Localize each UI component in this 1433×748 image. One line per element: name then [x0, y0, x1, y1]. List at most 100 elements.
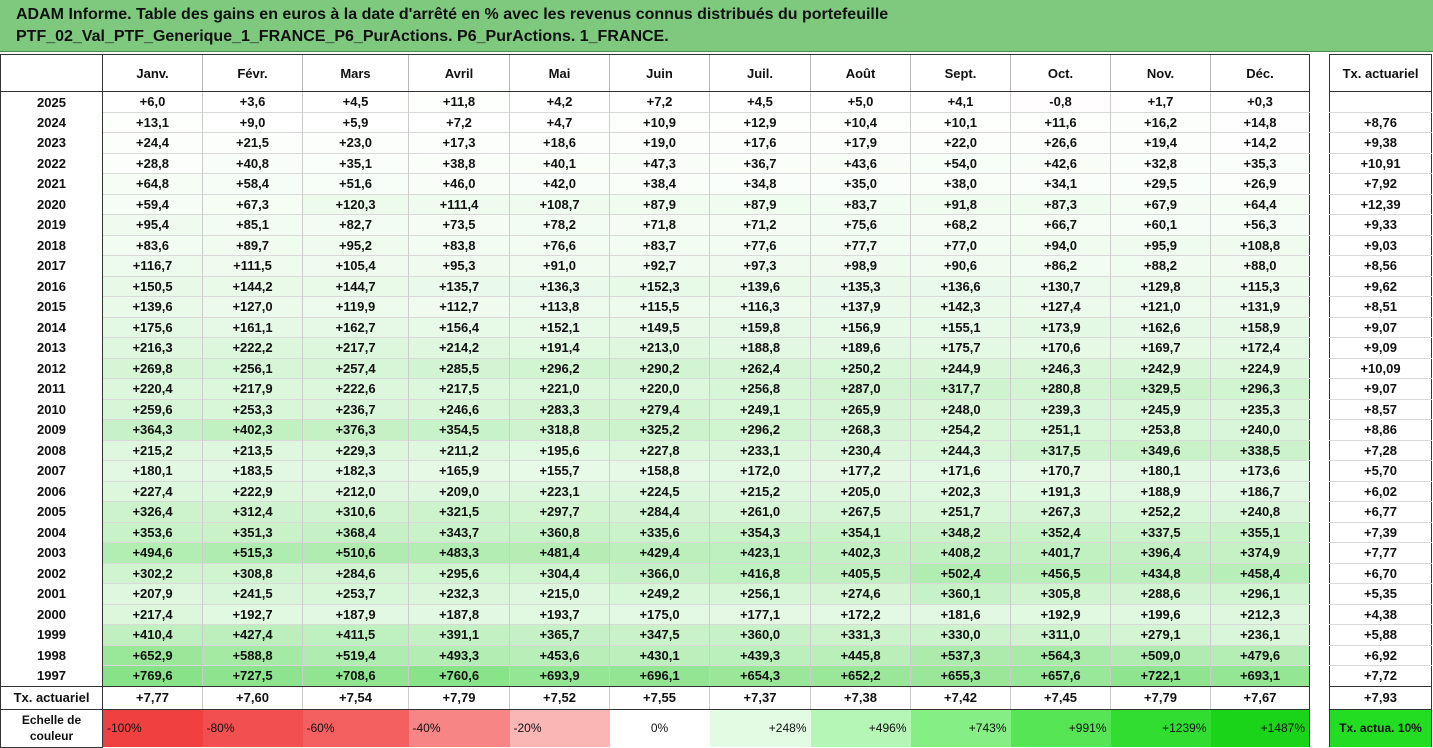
gain-cell: +253,7 [302, 583, 409, 604]
gains-table: Janv. Févr. Mars Avril Mai Juin Juil. Août Sept.… [0, 54, 1310, 748]
rate-row: +8,56 [1329, 255, 1432, 276]
gain-cell: +10,4 [810, 111, 911, 133]
gain-cell: +216,3 [102, 337, 203, 358]
year-label: 2000 [0, 604, 103, 625]
gain-cell: +222,9 [202, 480, 303, 502]
month-header: Janv. [102, 54, 203, 92]
gain-cell: +88,2 [1110, 255, 1211, 276]
gain-cell: +95,3 [408, 255, 510, 276]
gain-cell: +26,6 [1010, 132, 1111, 153]
actuarial-cell: +7,52 [509, 685, 610, 710]
gain-cell: +76,6 [509, 234, 610, 256]
gain-cell: +36,7 [709, 152, 811, 174]
gain-cell: +245,9 [1110, 398, 1211, 420]
rate-cell: +9,03 [1329, 234, 1432, 256]
gain-cell: +209,0 [408, 480, 510, 502]
gain-cell: +87,9 [609, 193, 710, 215]
gain-cell: +139,6 [709, 275, 811, 297]
gain-cell: +67,9 [1110, 193, 1211, 215]
rate-cell: +12,39 [1329, 193, 1432, 215]
gain-cell: +287,0 [810, 378, 911, 399]
gain-cell: +34,1 [1010, 173, 1111, 194]
gain-cell: +56,3 [1210, 214, 1310, 235]
gain-cell: +89,7 [202, 234, 303, 256]
gain-cell: +169,7 [1110, 337, 1211, 358]
gain-cell: +47,3 [609, 152, 710, 174]
color-scale-swatch: 0% [609, 709, 710, 747]
gain-cell: +233,1 [709, 439, 811, 461]
rate-cell: +6,70 [1329, 562, 1432, 584]
gain-cell: +236,1 [1210, 624, 1310, 645]
year-label: 2007 [0, 460, 103, 481]
gain-cell: +502,4 [910, 562, 1011, 584]
gain-cell: +217,5 [408, 378, 510, 399]
gain-cell: +335,6 [609, 521, 710, 543]
year-label: 1997 [0, 665, 103, 687]
table-row: 2024 +13,1 +9,0 +5,9 +7,2 +4,7 +10,9 +12,9 +10,4… [0, 111, 1310, 133]
gain-cell: +77,6 [709, 234, 811, 256]
gain-cell: +305,8 [1010, 583, 1111, 604]
rate-row: +9,33 [1329, 214, 1432, 235]
year-label: 2001 [0, 583, 103, 604]
gain-cell: +296,3 [1210, 378, 1310, 399]
gain-cell: +139,6 [102, 296, 203, 317]
gain-cell: +236,7 [302, 398, 409, 420]
rate-cell: +10,09 [1329, 357, 1432, 379]
gain-cell: +144,2 [202, 275, 303, 297]
gain-cell: +131,9 [1210, 296, 1310, 317]
table-row: 2018 +83,6 +89,7 +95,2 +83,8 +76,6 +83,7 +77,6 +… [0, 234, 1310, 256]
rate-cell: +9,07 [1329, 316, 1432, 338]
gain-cell: +652,2 [810, 665, 911, 687]
gain-cell: +325,2 [609, 419, 710, 440]
gain-cell: +445,8 [810, 644, 911, 666]
year-label: 2025 [0, 91, 103, 112]
gain-cell: +4,1 [910, 91, 1011, 112]
table-row: 2005 +326,4 +312,4 +310,6 +321,5 +297,7 +284,4… [0, 501, 1310, 522]
rate-row: +7,28 [1329, 439, 1432, 461]
gain-cell: +229,3 [302, 439, 409, 461]
table-row: 2007 +180,1 +183,5 +182,3 +165,9 +155,7 +158,8… [0, 460, 1310, 481]
actuarial-total-cell: +7,93 [1329, 685, 1432, 710]
gain-cell: +220,0 [609, 378, 710, 399]
corner-cell [0, 54, 103, 92]
month-header: Août [810, 54, 911, 92]
gain-cell: +21,5 [202, 132, 303, 153]
gain-cell: +136,3 [509, 275, 610, 297]
gain-cell: +78,2 [509, 214, 610, 235]
gain-cell: +727,5 [202, 665, 303, 687]
gain-cell: +429,4 [609, 542, 710, 563]
gain-cell: +17,3 [408, 132, 510, 153]
color-scale-swatch: +248% [709, 709, 811, 747]
gain-cell: +423,1 [709, 542, 811, 563]
color-scale-label: Echelle de couleur [0, 708, 103, 748]
year-label: 2018 [0, 235, 103, 256]
actuarial-cell: +7,37 [709, 685, 811, 710]
table-row: 2016 +150,5 +144,2 +144,7 +135,7 +136,3 +152,3… [0, 275, 1310, 297]
gain-cell: +256,1 [709, 583, 811, 604]
gain-cell: +40,8 [202, 152, 303, 174]
color-scale-swatch: +743% [910, 709, 1011, 747]
gain-cell: +7,2 [408, 111, 510, 133]
gain-cell: +87,9 [709, 193, 811, 215]
gain-cell: +95,4 [102, 214, 203, 235]
report-header: ADAM Informe. Table des gains en euros à… [0, 0, 1433, 52]
gain-cell: +220,4 [102, 378, 203, 399]
gain-cell: +4,5 [709, 91, 811, 112]
gain-cell: +360,1 [910, 583, 1011, 604]
rate-row: +9,07 [1329, 316, 1432, 338]
gain-cell: +261,0 [709, 501, 811, 522]
gain-cell: +189,6 [810, 337, 911, 358]
gain-cell: +408,2 [910, 542, 1011, 563]
gain-cell: +87,3 [1010, 193, 1111, 215]
gain-cell: +162,7 [302, 316, 409, 338]
gain-cell: +113,8 [509, 296, 610, 317]
rate-cell [1329, 91, 1432, 112]
gain-cell: +240,8 [1210, 501, 1310, 522]
rate-cell: +9,38 [1329, 132, 1432, 153]
gain-cell: +240,0 [1210, 419, 1310, 440]
gain-cell: +5,0 [810, 91, 911, 112]
gain-cell: +279,1 [1110, 624, 1211, 645]
gain-cell: +519,4 [302, 644, 409, 666]
rate-cell: +10,91 [1329, 152, 1432, 174]
gain-cell: +211,2 [408, 439, 510, 461]
